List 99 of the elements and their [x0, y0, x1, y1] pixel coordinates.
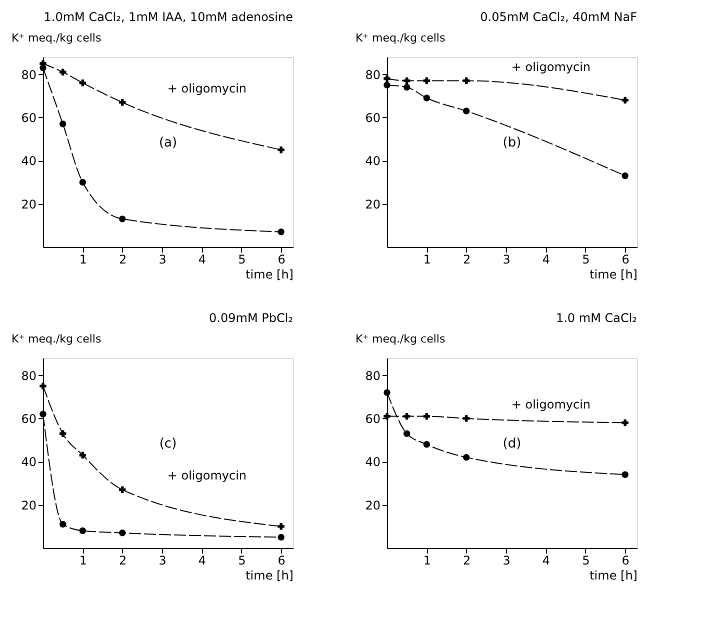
y-axis-title: K⁺ meq./kg cells	[12, 32, 102, 44]
point	[463, 415, 470, 422]
point	[119, 530, 126, 536]
series-label: + oligomycin	[511, 397, 591, 412]
annotation: (a)	[158, 136, 178, 150]
y-tick-label: 40	[21, 455, 36, 470]
y-axis-title: K⁺ meq./kg cells	[356, 32, 446, 44]
point	[463, 454, 470, 461]
x-tick-label: 2	[463, 554, 471, 568]
y-tick-label: 80	[21, 368, 36, 383]
point	[40, 410, 46, 418]
y-tick-label: 80	[21, 68, 36, 82]
x-tick-label: 5	[582, 252, 590, 266]
point	[622, 419, 628, 426]
point	[79, 80, 86, 86]
x-tick-label: 1	[423, 554, 432, 568]
point	[278, 228, 284, 236]
point	[423, 441, 430, 448]
point	[403, 430, 410, 437]
x-tick-label: 6	[622, 554, 630, 568]
point	[622, 96, 628, 104]
point	[384, 75, 390, 82]
y-tick-label: 60	[21, 110, 36, 125]
x-axis-title: time [h]	[246, 568, 294, 582]
y-tick-label: 80	[365, 68, 380, 82]
point	[384, 82, 390, 88]
point	[622, 471, 628, 478]
x-axis-title: time [h]	[590, 268, 638, 282]
series-label: + oligomycin	[511, 60, 591, 74]
annotation: (b)	[502, 136, 522, 150]
x-tick-label: 4	[542, 252, 550, 266]
y-tick-label: 20	[365, 197, 380, 212]
point	[403, 77, 410, 84]
x-tick-label: 2	[119, 252, 127, 266]
point	[384, 412, 390, 420]
point	[59, 120, 66, 128]
y-tick-label: 20	[21, 498, 36, 512]
point	[463, 77, 470, 84]
point	[278, 146, 284, 154]
point	[423, 77, 430, 84]
point	[463, 108, 470, 114]
y-tick-label: 60	[365, 110, 380, 125]
x-tick-label: 4	[198, 554, 206, 568]
x-tick-label: 4	[198, 252, 206, 266]
point	[423, 412, 430, 420]
y-axis-title: K⁺ meq./kg cells	[356, 332, 446, 346]
y-tick-label: 80	[365, 368, 380, 383]
chart-title: 1.0mM CaCl₂, 1mM IAA, 10mM adenosine	[44, 10, 293, 24]
point	[119, 486, 126, 494]
y-tick-label: 40	[365, 455, 380, 470]
x-tick-label: 3	[158, 252, 166, 266]
y-tick-label: 20	[365, 498, 380, 512]
x-tick-label: 2	[119, 554, 127, 568]
x-tick-label: 6	[278, 554, 286, 568]
chart-title: 0.09mM PbCl₂	[209, 311, 294, 325]
chart-title: 1.0 mM CaCl₂	[556, 311, 638, 325]
x-tick-label: 5	[582, 554, 590, 568]
x-tick-label: 1	[79, 554, 88, 568]
series-label: + oligomycin	[167, 81, 247, 96]
point	[622, 172, 628, 180]
point	[119, 216, 126, 222]
chart-title: 0.05mM CaCl₂, 40mM NaF	[480, 10, 638, 24]
x-axis-title: time [h]	[246, 268, 294, 282]
point	[384, 389, 390, 396]
x-tick-label: 5	[238, 554, 246, 568]
y-tick-label: 60	[365, 412, 380, 426]
point	[119, 98, 126, 106]
x-tick-label: 6	[622, 252, 630, 266]
point	[278, 534, 284, 541]
x-tick-label: 6	[278, 252, 286, 266]
x-tick-label: 2	[463, 252, 471, 266]
x-tick-label: 4	[542, 554, 550, 568]
y-tick-label: 60	[21, 412, 36, 426]
point	[59, 68, 66, 76]
annotation: (d)	[502, 436, 522, 452]
x-tick-label: 1	[423, 252, 432, 266]
point	[79, 452, 86, 459]
x-axis-title: time [h]	[590, 568, 638, 582]
x-tick-label: 5	[238, 252, 246, 266]
annotation: (c)	[159, 436, 177, 452]
y-tick-label: 40	[365, 154, 380, 168]
point	[79, 527, 86, 534]
x-tick-label: 1	[79, 252, 88, 266]
point	[59, 430, 66, 437]
point	[40, 382, 46, 390]
point	[403, 412, 410, 420]
point	[40, 64, 46, 72]
point	[79, 178, 86, 186]
point	[423, 94, 430, 102]
y-tick-label: 40	[21, 154, 36, 168]
point	[59, 520, 66, 528]
y-axis-title: K⁺ meq./kg cells	[12, 332, 102, 346]
x-tick-label: 3	[502, 252, 510, 266]
point	[278, 523, 284, 530]
series-label: + oligomycin	[167, 468, 247, 483]
point	[403, 84, 410, 91]
x-tick-label: 3	[158, 554, 166, 568]
y-tick-label: 20	[21, 197, 36, 212]
x-tick-label: 3	[502, 554, 510, 568]
